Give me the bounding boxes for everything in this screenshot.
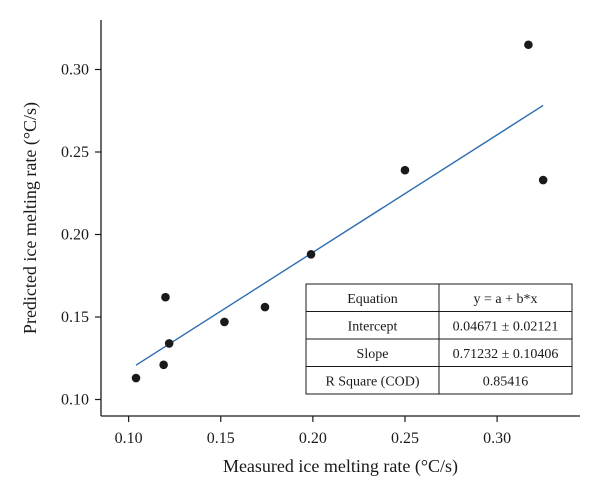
y-axis-label: Predicted ice melting rate (°C/s) <box>20 102 41 334</box>
axis-ticks: 0.10 0.15 0.20 0.25 0.30 0.10 0.15 0.20 0.25 0.30 <box>61 62 511 448</box>
data-point-3 <box>164 339 174 348</box>
stats-table-value-0: y = a + b*x <box>473 292 537 307</box>
stats-table-label-2: Slope <box>357 347 389 362</box>
y-tick-label-2: 0.20 <box>61 227 89 244</box>
stats-table-value-2: 0.71232 ± 0.10406 <box>453 347 559 362</box>
stats-table-value-1: 0.04671 ± 0.02121 <box>453 319 559 334</box>
data-point-4 <box>220 317 229 327</box>
data-point-1 <box>159 360 168 370</box>
stats-table-value-3: 0.85416 <box>483 374 529 389</box>
x-tick-label-3: 0.25 <box>391 430 419 447</box>
y-tick-label-1: 0.15 <box>61 309 89 326</box>
data-point-9 <box>538 175 548 185</box>
data-points <box>131 40 548 383</box>
data-point-5 <box>260 302 270 312</box>
x-tick-label-0: 0.10 <box>115 430 143 447</box>
stats-table-label-1: Intercept <box>348 319 398 334</box>
x-tick-label-2: 0.20 <box>299 430 327 447</box>
stats-table-label-3: R Square (COD) <box>325 374 419 389</box>
data-point-2 <box>161 292 170 302</box>
x-tick-label-4: 0.30 <box>483 430 511 447</box>
stats-table: Equation y = a + b*x Intercept 0.04671 ± 0.… <box>305 283 573 395</box>
y-tick-label-3: 0.25 <box>61 144 89 161</box>
data-point-0 <box>131 373 141 383</box>
plot-frame <box>100 20 580 417</box>
fit-line-group <box>135 104 544 366</box>
x-tick-label-1: 0.15 <box>207 430 235 447</box>
y-tick-label-0: 0.10 <box>61 392 89 409</box>
x-axis-label: Measured ice melting rate (°C/s) <box>223 456 458 477</box>
data-point-6 <box>306 250 316 259</box>
stats-table-label-0: Equation <box>347 292 398 307</box>
data-point-8 <box>524 40 533 50</box>
fit-line <box>135 104 544 366</box>
y-tick-label-4: 0.30 <box>61 62 89 79</box>
data-point-7 <box>400 165 410 175</box>
